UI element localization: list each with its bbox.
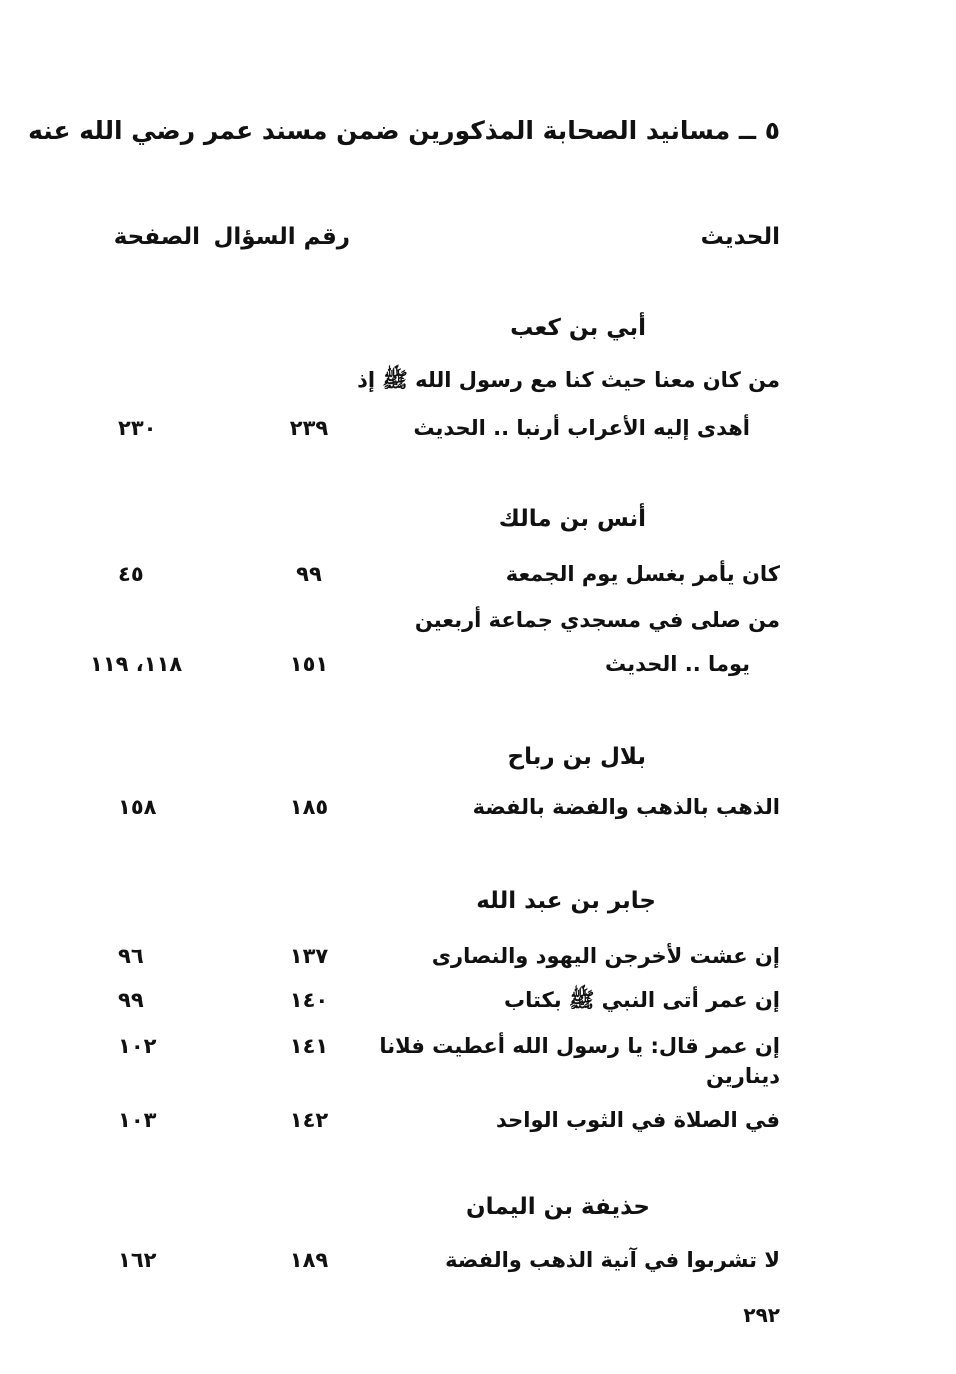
header-question-no: رقم السؤال: [213, 224, 350, 250]
hadith-text: إن عشت لأخرجن اليهود والنصارى: [431, 944, 780, 968]
page-ref-value: ٢٣٠: [118, 416, 157, 440]
section-name: أنس بن مالك: [498, 506, 646, 532]
page-ref-value: ٩٦: [118, 944, 144, 968]
section-name: أبي بن كعب: [510, 315, 646, 341]
question-number: ٢٣٩: [289, 416, 329, 440]
page-ref-value: ٩٩: [118, 988, 144, 1012]
page-ref: ١١٨، ١١٩: [90, 649, 200, 679]
page-title: ٥ ــ مسانيد الصحابة المذكورين ضمن مسند ع…: [28, 116, 780, 145]
question-number: ١٤٠: [289, 988, 329, 1012]
page-ref-value: ١٠٢: [118, 1034, 157, 1058]
page-ref: ٤٥: [118, 559, 198, 589]
hadith-text: في الصلاة في الثوب الواحد: [496, 1108, 780, 1132]
question-number: ١٥١: [289, 652, 329, 676]
hadith-text: لا تشربوا في آنية الذهب والفضة: [445, 1248, 780, 1272]
hadith-text: يوما .. الحديث: [605, 652, 750, 676]
hadith-text: إن عمر أتى النبي ﷺ بكتاب: [504, 988, 780, 1012]
page-ref: ٢٣٠: [118, 413, 198, 443]
section-name: بلال بن رباح: [507, 744, 647, 770]
hadith-text: أهدى إليه الأعراب أرنبا .. الحديث: [413, 416, 750, 440]
header-hadith: الحديث: [700, 224, 780, 250]
header-page: الصفحة: [113, 224, 200, 250]
page-ref-value: ١٠٣: [118, 1108, 157, 1132]
question-number: ١٨٩: [289, 1248, 329, 1272]
page-ref: ٩٩: [118, 985, 198, 1015]
hadith-text: من كان معنا حيث كنا مع رسول الله ﷺ إذ: [357, 368, 780, 392]
page-ref: ٩٦: [118, 941, 198, 971]
page-ref: ١٦٢: [118, 1245, 198, 1275]
page-ref: ١٠٣: [118, 1105, 198, 1135]
section-name: حذيفة بن اليمان: [466, 1194, 650, 1220]
hadith-text: الذهب بالذهب والفضة بالفضة: [472, 795, 780, 819]
page-ref: ١٥٨: [118, 792, 198, 822]
page-ref: ١٠٢: [118, 1031, 198, 1061]
question-number: ١٤٢: [289, 1108, 329, 1132]
page-ref-value: ١١٨، ١١٩: [90, 652, 183, 676]
question-number: ١٨٥: [289, 795, 329, 819]
hadith-text: إن عمر قال: يا رسول الله أعطيت فلانا دين…: [379, 1034, 780, 1088]
page-ref-value: ١٦٢: [118, 1248, 157, 1272]
page-ref-value: ٤٥: [118, 562, 144, 586]
hadith-text: كان يأمر بغسل يوم الجمعة: [505, 562, 780, 586]
hadith-text: من صلى في مسجدي جماعة أربعين: [414, 608, 780, 632]
question-number: ١٤١: [289, 1034, 329, 1058]
page-number: ٢٩٢: [743, 1303, 780, 1327]
question-number: ٩٩: [296, 562, 322, 586]
question-number: ١٣٧: [289, 944, 329, 968]
section-name: جابر بن عبد الله: [476, 888, 656, 914]
page-ref-value: ١٥٨: [118, 795, 157, 819]
